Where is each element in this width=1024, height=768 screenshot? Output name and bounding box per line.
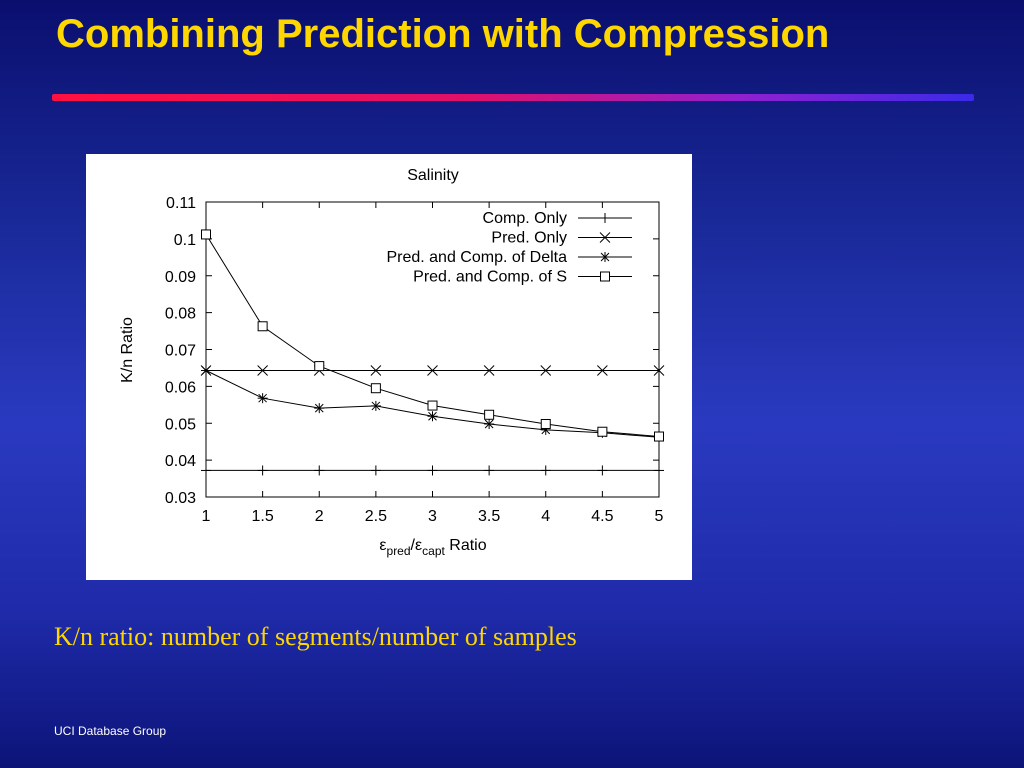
- series-2-point-2: [314, 403, 325, 414]
- series-0-point-1: [257, 465, 268, 476]
- series-2-point-0: [201, 365, 211, 376]
- y-tick-label-0: 0.03: [165, 490, 196, 507]
- x-label-slash: /: [411, 537, 416, 554]
- series-2-point-1: [257, 393, 268, 404]
- chart-legend: Comp. Only Pred. Only Pred. and Comp. of D…: [386, 210, 632, 286]
- series-3-point-3: [370, 383, 381, 394]
- series-0-point-8: [654, 465, 664, 476]
- legend-label-3: Pred. and Comp. of S: [413, 269, 567, 286]
- series-0-point-0: [201, 465, 211, 476]
- x-tick-label-5: 3.5: [478, 508, 500, 525]
- x-tick-label-8: 5: [655, 508, 664, 525]
- x-label-eps1: ε: [379, 537, 386, 554]
- series-2-point-4: [427, 411, 438, 422]
- series-1-point-5: [483, 365, 495, 376]
- series-3-point-1: [257, 321, 268, 332]
- series-0-point-3: [370, 465, 381, 476]
- y-tick-label-5: 0.08: [165, 306, 196, 323]
- x-tick-label-0: 1: [202, 508, 211, 525]
- series-1-point-8: [653, 365, 665, 376]
- series-3-point-5: [484, 409, 495, 420]
- legend-label-2: Pred. and Comp. of Delta: [386, 249, 567, 266]
- series-3-point-0: [201, 229, 211, 240]
- series-2-point-3: [370, 400, 381, 411]
- y-tick-label-4: 0.07: [165, 343, 196, 360]
- title-underline: [52, 94, 974, 101]
- footer-text: UCI Database Group: [54, 724, 167, 738]
- series-1-point-7: [597, 365, 608, 376]
- series-3-point-4: [427, 400, 438, 411]
- series-3-point-2: [314, 361, 325, 372]
- series-1-point-6: [540, 365, 552, 376]
- legend-marker-1: [599, 232, 611, 243]
- y-tick-label-1: 0.04: [165, 453, 196, 470]
- x-tick-label-7: 4.5: [591, 508, 613, 525]
- legend-label-1: Pred. Only: [491, 230, 567, 247]
- series-0-point-2: [314, 465, 325, 476]
- y-tick-label-7: 0.1: [174, 232, 196, 249]
- x-label-sub1: pred: [387, 544, 411, 558]
- legend-label-0: Comp. Only: [483, 210, 567, 227]
- x-tick-label-2: 2: [315, 508, 324, 525]
- series-3-point-6: [540, 418, 551, 429]
- slide-title: Combining Prediction with Compression: [56, 12, 830, 56]
- legend-marker-0: [600, 213, 610, 223]
- x-tick-label-4: 3: [428, 508, 437, 525]
- series-3-point-8: [654, 431, 664, 442]
- chart-title: Salinity: [407, 167, 459, 184]
- chart-panel: Salinity K/n Ratio εpred/εcapt Ratio 1 1.…: [86, 154, 692, 580]
- x-tick-label-6: 4: [541, 508, 550, 525]
- series-0-point-7: [597, 465, 608, 476]
- x-axis-label: εpred/εcapt Ratio: [379, 537, 486, 558]
- y-axis-label: K/n Ratio: [119, 317, 136, 383]
- x-label-eps2: ε: [415, 537, 422, 554]
- plot-frame: [205, 201, 660, 498]
- y-tick-label-8: 0.11: [166, 195, 196, 212]
- x-tick-label-1: 1.5: [252, 508, 274, 525]
- salinity-chart: Salinity K/n Ratio εpred/εcapt Ratio 1 1.…: [119, 167, 665, 558]
- series-0-point-5: [484, 465, 495, 476]
- series-2-point-5: [484, 418, 495, 429]
- y-tick-label-2: 0.05: [165, 416, 196, 433]
- x-tick-label-3: 2.5: [365, 508, 387, 525]
- series-0-point-4: [427, 465, 438, 476]
- slide-caption: K/n ratio: number of segments/number of …: [54, 622, 577, 651]
- series-1-point-4: [427, 365, 438, 376]
- y-tick-label-6: 0.09: [165, 269, 196, 286]
- x-label-tail: Ratio: [445, 537, 487, 554]
- x-label-sub2: capt: [422, 544, 445, 558]
- series-3-point-7: [597, 426, 608, 437]
- legend-marker-3: [600, 271, 610, 282]
- plot-area: 1 1.5 2 2.5 3 3.5 4 4.5 5 0.03 0.04 0.05 0.06 0.07 0.0…: [165, 195, 665, 525]
- legend-marker-2: [600, 252, 610, 262]
- series-0-point-6: [540, 465, 551, 476]
- series-1-point-1: [257, 365, 268, 376]
- series-1-point-3: [370, 365, 382, 376]
- y-tick-label-3: 0.06: [165, 379, 196, 396]
